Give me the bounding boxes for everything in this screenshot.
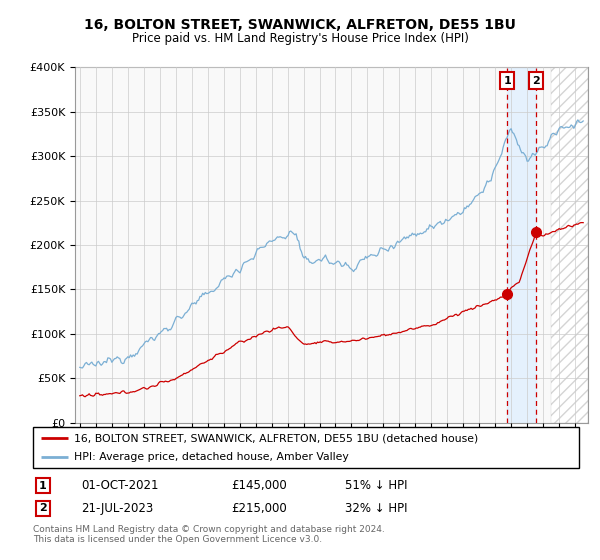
Text: 01-OCT-2021: 01-OCT-2021	[81, 479, 158, 492]
Text: 21-JUL-2023: 21-JUL-2023	[81, 502, 153, 515]
Text: 16, BOLTON STREET, SWANWICK, ALFRETON, DE55 1BU: 16, BOLTON STREET, SWANWICK, ALFRETON, D…	[84, 18, 516, 32]
Bar	[507, 67, 536, 423]
Text: £145,000: £145,000	[231, 479, 287, 492]
Text: Contains HM Land Registry data © Crown copyright and database right 2024.
This d: Contains HM Land Registry data © Crown c…	[33, 525, 385, 544]
Text: 51% ↓ HPI: 51% ↓ HPI	[345, 479, 407, 492]
Text: £215,000: £215,000	[231, 502, 287, 515]
Text: HPI: Average price, detached house, Amber Valley: HPI: Average price, detached house, Ambe…	[74, 452, 349, 461]
Text: Price paid vs. HM Land Registry's House Price Index (HPI): Price paid vs. HM Land Registry's House …	[131, 31, 469, 45]
Bar	[551, 67, 588, 423]
Text: 2: 2	[39, 503, 47, 514]
Text: 1: 1	[39, 480, 47, 491]
Text: 16, BOLTON STREET, SWANWICK, ALFRETON, DE55 1BU (detached house): 16, BOLTON STREET, SWANWICK, ALFRETON, D…	[74, 433, 478, 443]
Text: 1: 1	[503, 76, 511, 86]
Bar	[551, 67, 588, 423]
Text: 2: 2	[532, 76, 540, 86]
Text: 32% ↓ HPI: 32% ↓ HPI	[345, 502, 407, 515]
FancyBboxPatch shape	[33, 427, 579, 468]
